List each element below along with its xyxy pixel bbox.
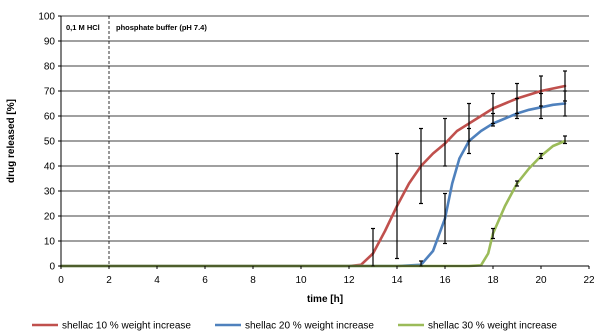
- series-line-3: [59, 139, 567, 268]
- phase-annotations: 0,1 M HCl phosphate buffer (pH 7.4): [66, 23, 207, 32]
- annotation-hcl: 0,1 M HCl: [66, 23, 100, 32]
- x-tick-labels: 0 2 4 6 8 10 12 14 16 18 20 22: [58, 266, 594, 286]
- x-tick-label-16: 16: [439, 275, 451, 286]
- error-bar-s3-x21: [563, 135, 567, 145]
- error-bar-s2-x19: [515, 97, 519, 120]
- legend-label-shellac-10: shellac 10 % weight increase: [62, 321, 191, 332]
- x-tick-label-22: 22: [583, 275, 594, 286]
- x-tick-label-12: 12: [343, 275, 355, 286]
- series-line-1: [59, 84, 567, 268]
- y-tick-label-0: 0: [49, 262, 55, 273]
- error-bar-s1-x13: [371, 227, 375, 267]
- x-axis-title: time [h]: [307, 294, 343, 305]
- y-tick-label-30: 30: [44, 187, 56, 198]
- error-bar-s2-x18: [491, 112, 495, 127]
- legend: shellac 10 % weight increase shellac 20 …: [32, 321, 557, 332]
- error-bar-s1-x14: [395, 152, 399, 260]
- x-tick-label-2: 2: [106, 275, 112, 286]
- y-tick-label-60: 60: [44, 112, 56, 123]
- error-bar-s2-x21: [563, 90, 567, 117]
- series-lines: [59, 84, 567, 268]
- x-tick-label-18: 18: [487, 275, 499, 286]
- error-bar-s2-x17: [467, 127, 471, 155]
- error-bar-s3-x18: [491, 227, 495, 240]
- y-tick-label-50: 50: [44, 137, 56, 148]
- error-bar-s1-x15: [419, 127, 423, 205]
- y-tick-label-90: 90: [44, 37, 56, 48]
- x-tick-label-20: 20: [535, 275, 547, 286]
- x-tick-label-14: 14: [391, 275, 403, 286]
- error-bar-s2-x16: [443, 192, 447, 245]
- legend-label-shellac-20: shellac 20 % weight increase: [245, 321, 374, 332]
- series-line-2: [59, 102, 567, 268]
- y-tick-label-40: 40: [44, 162, 56, 173]
- x-tick-label-10: 10: [295, 275, 307, 286]
- y-tick-label-100: 100: [38, 12, 55, 23]
- error-bar-s2-x20: [539, 92, 543, 120]
- x-tick-label-8: 8: [250, 275, 256, 286]
- x-tick-label-6: 6: [202, 275, 208, 286]
- error-bar-s3-x19: [515, 180, 519, 187]
- y-axis-title: drug released [%]: [6, 99, 17, 183]
- gridlines: [61, 15, 589, 242]
- y-tick-label-10: 10: [44, 237, 56, 248]
- x-tick-label-0: 0: [58, 275, 64, 286]
- y-tick-labels: 0 10 20 30 40 50 60 70 80 90 100: [38, 12, 61, 273]
- x-tick-label-4: 4: [154, 275, 160, 286]
- error-bar-s1-x16: [443, 117, 447, 167]
- y-tick-label-70: 70: [44, 87, 56, 98]
- y-tick-label-20: 20: [44, 212, 56, 223]
- legend-label-shellac-30: shellac 30 % weight increase: [428, 321, 557, 332]
- annotation-phosphate-buffer: phosphate buffer (pH 7.4): [116, 23, 207, 32]
- y-tick-label-80: 80: [44, 62, 56, 73]
- error-bars: [371, 70, 567, 267]
- error-bar-s3-x20: [539, 152, 543, 160]
